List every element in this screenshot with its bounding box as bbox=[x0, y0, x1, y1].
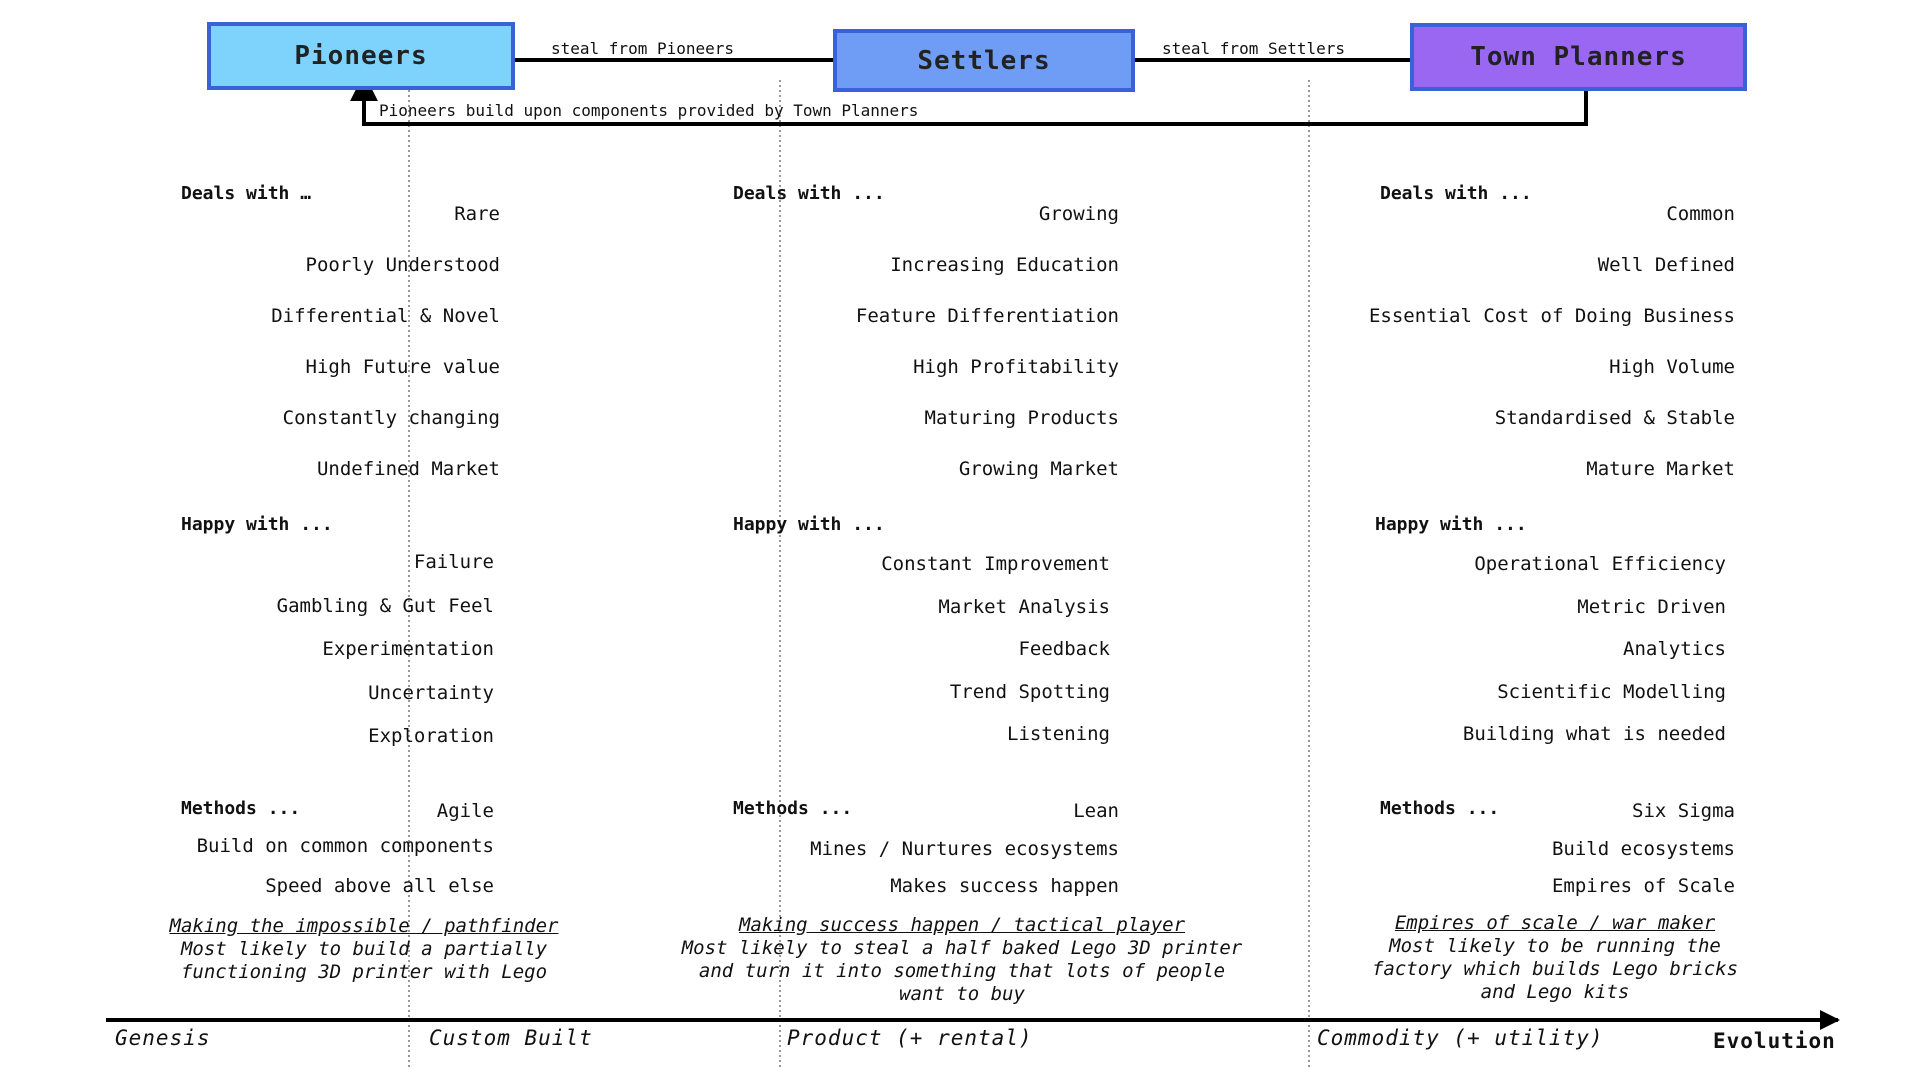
happy-item: Gambling & Gut Feel bbox=[276, 595, 494, 617]
note-line: Most likely to be running the bbox=[1389, 935, 1721, 957]
town-planners-box: Town Planners bbox=[1410, 23, 1747, 91]
happy-heading-settlers: Happy with ... bbox=[733, 514, 885, 535]
method-item: Speed above all else bbox=[265, 875, 494, 897]
note-line: and turn it into something that lots of … bbox=[698, 960, 1226, 982]
steal-from-settlers-label: steal from Settlers bbox=[1162, 39, 1346, 58]
steal-from-pioneers-label: steal from Pioneers bbox=[551, 39, 735, 58]
happy-item: Experimentation bbox=[322, 638, 494, 660]
deal-item: High Future value bbox=[305, 356, 500, 378]
arrow-planners-to-pioneers bbox=[350, 73, 1588, 126]
evolution-label: Evolution bbox=[1713, 1029, 1836, 1053]
deal-item: Feature Differentiation bbox=[855, 305, 1119, 327]
happy-item: Trend Spotting bbox=[949, 681, 1110, 703]
happy-item: Failure bbox=[413, 551, 494, 573]
stage-commodity: Commodity (+ utility) bbox=[1317, 1026, 1604, 1050]
deals-heading-pioneers: Deals with … bbox=[181, 183, 312, 204]
settlers-box: Settlers bbox=[833, 29, 1135, 92]
deal-item: Constantly changing bbox=[282, 407, 500, 429]
note-line: Most likely to steal a half baked Lego 3… bbox=[681, 937, 1243, 959]
happy-item: Listening bbox=[1007, 723, 1110, 745]
note-title: Empires of scale / war maker bbox=[1394, 912, 1716, 934]
method-item: Agile bbox=[436, 800, 494, 822]
happy-item: Operational Efficiency bbox=[1474, 553, 1726, 575]
happy-item: Constant Improvement bbox=[881, 553, 1110, 575]
deal-item: Rare bbox=[454, 203, 500, 225]
happy-heading-pioneers: Happy with ... bbox=[181, 514, 333, 535]
method-item: Makes success happen bbox=[890, 875, 1119, 897]
deal-item: Standardised & Stable bbox=[1494, 407, 1735, 429]
note-title: Making the impossible / pathfinder bbox=[169, 915, 559, 937]
method-item: Mines / Nurtures ecosystems bbox=[810, 838, 1119, 860]
deal-item: Growing Market bbox=[958, 458, 1119, 480]
methods-heading-planners: Methods ... bbox=[1380, 798, 1500, 819]
happy-item: Uncertainty bbox=[368, 682, 494, 704]
note-line: factory which builds Lego bricks bbox=[1371, 958, 1739, 980]
stage-genesis: Genesis bbox=[115, 1026, 211, 1050]
deal-item: Essential Cost of Doing Business bbox=[1368, 305, 1735, 327]
method-item: Six Sigma bbox=[1632, 800, 1735, 822]
deal-item: High Profitability bbox=[913, 356, 1119, 378]
note-settlers: Making success happen / tactical player … bbox=[662, 914, 1262, 1006]
deal-item: Common bbox=[1666, 203, 1735, 225]
stage-custom-built: Custom Built bbox=[429, 1026, 593, 1050]
note-line: want to buy bbox=[899, 983, 1025, 1005]
note-pioneers: Making the impossible / pathfinder Most … bbox=[155, 915, 573, 984]
note-line: functioning 3D printer with Lego bbox=[180, 961, 548, 983]
deal-item: Poorly Understood bbox=[305, 254, 500, 276]
deal-item: Increasing Education bbox=[890, 254, 1119, 276]
pioneers-box: Pioneers bbox=[207, 22, 515, 90]
happy-item: Metric Driven bbox=[1577, 596, 1726, 618]
happy-item: Feedback bbox=[1018, 638, 1110, 660]
note-line: Most likely to build a partially bbox=[180, 938, 548, 960]
happy-item: Analytics bbox=[1623, 638, 1726, 660]
feedback-label: Pioneers build upon components provided … bbox=[379, 101, 919, 120]
deal-item: Growing bbox=[1038, 203, 1119, 225]
stage-product: Product (+ rental) bbox=[787, 1026, 1033, 1050]
happy-heading-planners: Happy with ... bbox=[1375, 514, 1527, 535]
note-planners: Empires of scale / war maker Most likely… bbox=[1340, 912, 1770, 1004]
deals-heading-settlers: Deals with ... bbox=[733, 183, 885, 204]
note-title: Making success happen / tactical player bbox=[738, 914, 1186, 936]
deal-item: Maturing Products bbox=[924, 407, 1119, 429]
deal-item: Mature Market bbox=[1586, 458, 1735, 480]
deal-item: Well Defined bbox=[1597, 254, 1735, 276]
method-item: Build ecosystems bbox=[1551, 838, 1735, 860]
happy-item: Exploration bbox=[368, 725, 494, 747]
methods-heading-settlers: Methods ... bbox=[733, 798, 853, 819]
happy-item: Market Analysis bbox=[938, 596, 1110, 618]
method-item: Empires of Scale bbox=[1551, 875, 1735, 897]
deal-item: Differential & Novel bbox=[271, 305, 500, 327]
methods-heading-pioneers: Methods ... bbox=[181, 798, 301, 819]
happy-item: Scientific Modelling bbox=[1497, 681, 1726, 703]
deal-item: Undefined Market bbox=[316, 458, 500, 480]
deals-heading-planners: Deals with ... bbox=[1380, 183, 1532, 204]
note-line: and Lego kits bbox=[1480, 981, 1630, 1003]
method-item: Build on common components bbox=[196, 835, 494, 857]
method-item: Lean bbox=[1073, 800, 1119, 822]
happy-item: Building what is needed bbox=[1462, 723, 1726, 745]
deal-item: High Volume bbox=[1609, 356, 1735, 378]
